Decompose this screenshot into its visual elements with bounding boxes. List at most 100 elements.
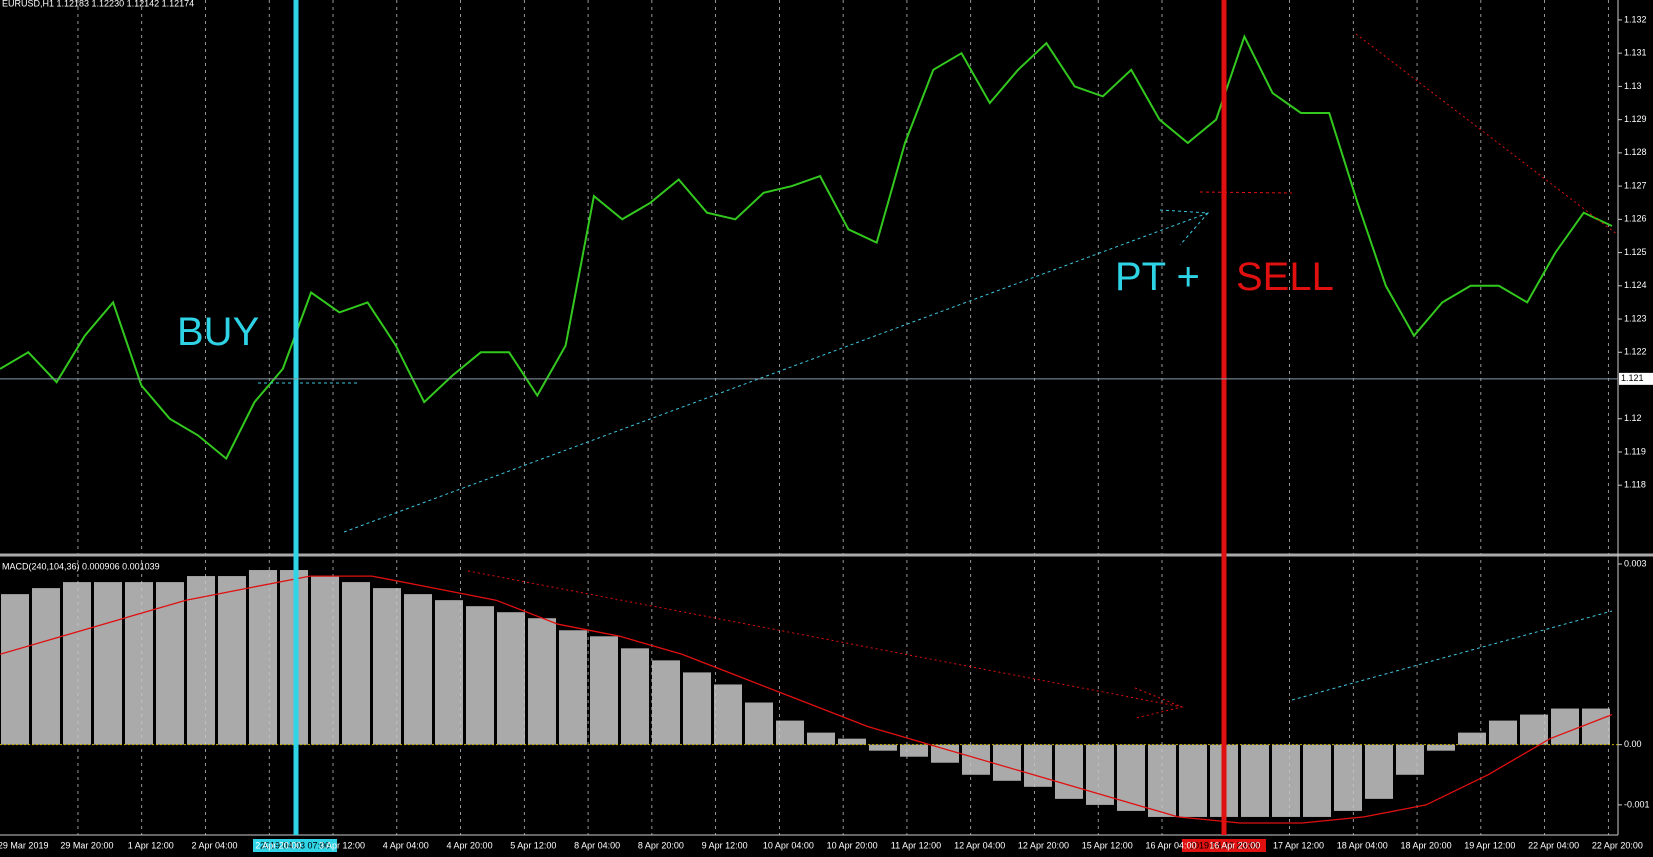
macd-trend-line: [467, 570, 1183, 708]
current-price-box: [1619, 372, 1653, 385]
sell-label: SELL: [1236, 255, 1334, 299]
macd-bar: [1520, 714, 1548, 745]
macd-bar: [1551, 708, 1579, 745]
x-tick-label: 3 Apr 12:00: [319, 840, 365, 850]
macd-bar: [1458, 732, 1486, 745]
arrow-head: [1159, 209, 1210, 246]
y-tick-label: 1.132: [1624, 14, 1647, 24]
buy-label: BUY: [177, 310, 259, 354]
y-tick-label: 1.124: [1624, 280, 1647, 290]
macd-bar: [1086, 744, 1114, 805]
x-tick-label: 2 Apr 04:00: [191, 840, 237, 850]
x-tick-label: 19 Apr 12:00: [1464, 840, 1515, 850]
macd-info: MACD(240,104,36) 0.000906 0.001039: [2, 561, 160, 571]
macd-bar: [1, 594, 29, 745]
y-tick-label: 1.127: [1624, 180, 1647, 190]
macd-bar: [869, 744, 897, 751]
x-tick-label: 22 Apr 20:00: [1592, 840, 1643, 850]
marks: [0, 34, 1618, 824]
macd-bar: [807, 732, 835, 745]
macd-bar: [838, 738, 866, 745]
pt-label: PT +: [1115, 255, 1200, 299]
current-price-label: 1.121: [1621, 373, 1644, 383]
y-tick-label: -0.001: [1624, 799, 1650, 809]
macd-bar: [962, 744, 990, 775]
macd-bar: [1334, 744, 1362, 811]
x-tick-label: 16 Apr 04:00: [1145, 840, 1196, 850]
macd-bar: [373, 588, 401, 745]
macd-bar: [1489, 720, 1517, 745]
macd-bar: [1582, 708, 1610, 745]
buy-time: 2019.04.03 07:00: [260, 840, 330, 850]
macd-bar: [1303, 744, 1331, 817]
x-tick-label: 4 Apr 20:00: [447, 840, 493, 850]
y-tick-label: 1.128: [1624, 147, 1647, 157]
macd-bar: [249, 570, 277, 745]
x-tick-label: 10 Apr 20:00: [827, 840, 878, 850]
macd-bar: [63, 582, 91, 745]
y-tick-label: 1.125: [1624, 247, 1647, 257]
y-tick-label: 1.123: [1624, 313, 1647, 323]
macd-bar: [1365, 744, 1393, 799]
x-tick-label: 10 Apr 04:00: [763, 840, 814, 850]
macd-bar: [683, 672, 711, 745]
macd-bar: [528, 618, 556, 745]
macd-bar: [1396, 744, 1424, 775]
x-tick-label: 1 Apr 12:00: [128, 840, 174, 850]
x-tick-label: 2 Apr 20:00: [255, 840, 301, 850]
macd-bar: [590, 636, 618, 745]
macd-bar: [993, 744, 1021, 781]
x-tick-label: 8 Apr 20:00: [638, 840, 684, 850]
y-tick-label: 1.119: [1624, 446, 1646, 456]
x-tick-label: 5 Apr 12:00: [510, 840, 556, 850]
macd-bar: [1024, 744, 1052, 787]
macd-bar: [187, 576, 215, 745]
sell-time: 2019.04.16 23:00: [1189, 840, 1259, 850]
x-tick-label: 18 Apr 04:00: [1337, 840, 1388, 850]
macd-bar: [745, 702, 773, 745]
y-tick-label: 0.003: [1624, 558, 1647, 568]
x-tick-label: 12 Apr 04:00: [954, 840, 1005, 850]
macd-trend-line: [1291, 610, 1613, 701]
price-line: [0, 34, 1613, 461]
y-tick-label: 1.122: [1624, 347, 1647, 357]
macd-bar: [714, 684, 742, 745]
signal-line: [0, 575, 1613, 824]
x-tick-label: 15 Apr 12:00: [1082, 840, 1133, 850]
x-tick-label: 22 Apr 04:00: [1528, 840, 1579, 850]
macd-bar: [125, 582, 153, 745]
y-tick-label: 1.12: [1624, 413, 1642, 423]
macd-bar: [652, 660, 680, 745]
macd-bar: [94, 582, 122, 745]
x-tick-label: 12 Apr 20:00: [1018, 840, 1069, 850]
macd-bar: [342, 582, 370, 745]
macd-bar: [1241, 744, 1269, 817]
macd-bar: [497, 612, 525, 745]
macd-bar: [1055, 744, 1083, 799]
macd-bar: [1179, 744, 1207, 817]
y-tick-label: 1.126: [1624, 214, 1647, 224]
symbol-info: EURUSD,H1 1.12183 1.12230 1.12142 1.1217…: [2, 0, 194, 8]
x-tick-label: 29 Mar 2019: [0, 840, 48, 850]
y-tick-label: 1.118: [1624, 480, 1646, 490]
macd-bar: [466, 606, 494, 745]
x-tick-label: 29 Mar 20:00: [60, 840, 113, 850]
x-tick-label: 11 Apr 12:00: [891, 840, 941, 850]
x-tick-label: 16 Apr 20:00: [1209, 840, 1260, 850]
x-tick-label: 4 Apr 04:00: [383, 840, 429, 850]
macd-bar: [435, 600, 463, 745]
macd-bar: [32, 588, 60, 745]
x-tick-label: 18 Apr 20:00: [1401, 840, 1452, 850]
trend-line: [1355, 33, 1619, 236]
x-tick-label: 9 Apr 12:00: [702, 840, 748, 850]
y-tick-label: 1.131: [1624, 48, 1647, 58]
y-tick-label: 1.13: [1624, 81, 1642, 91]
x-tick-label: 17 Apr 12:00: [1273, 840, 1324, 850]
x-tick-label: 8 Apr 04:00: [574, 840, 620, 850]
macd-bar: [900, 744, 928, 757]
sell-time-box: [1182, 839, 1266, 852]
macd-bar: [1272, 744, 1300, 817]
macd-bar: [776, 720, 804, 745]
